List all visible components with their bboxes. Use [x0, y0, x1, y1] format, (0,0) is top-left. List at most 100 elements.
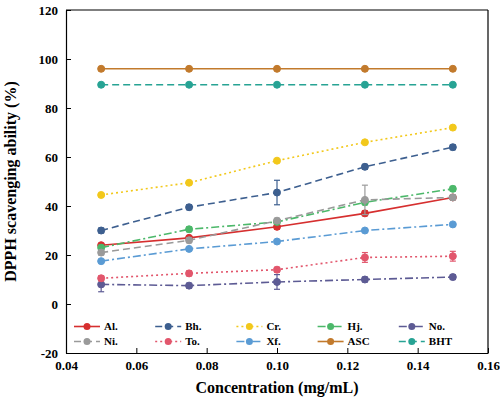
frame	[487, 10, 488, 353]
tick-label: 80	[45, 101, 58, 116]
marker	[186, 270, 193, 277]
tick: 0.14	[407, 348, 430, 373]
marker	[98, 81, 105, 88]
legend-item: Xf.	[236, 335, 281, 347]
marker	[274, 238, 281, 245]
legend-label: BHT	[429, 335, 453, 347]
marker	[449, 81, 456, 88]
marker	[361, 254, 368, 261]
legend-marker	[246, 323, 253, 330]
marker	[449, 65, 456, 72]
legend-label: Cr.	[266, 320, 281, 332]
tick-mark	[277, 348, 278, 353]
legend-label: Hj.	[348, 320, 363, 332]
y-axis-title: DPPH scavenging ability (%)	[2, 81, 20, 281]
error-bar	[274, 275, 280, 290]
tick-mark	[66, 353, 71, 354]
error-bar	[450, 251, 456, 261]
tick-label: 40	[45, 199, 58, 214]
legend-marker	[246, 338, 253, 345]
marker	[449, 253, 456, 260]
series-line	[101, 197, 453, 252]
tick: -20	[41, 346, 71, 361]
tick: 0.08	[196, 348, 219, 373]
tick-label: 0.12	[336, 358, 359, 373]
tick-mark	[488, 348, 489, 353]
chart: 0.040.060.080.100.120.140.16-20020406080…	[0, 0, 500, 401]
series-line	[101, 224, 453, 261]
marker	[274, 81, 281, 88]
legend-label: ASC	[348, 335, 370, 347]
legend-item: Ni.	[74, 335, 118, 347]
tick: 0.10	[266, 348, 289, 373]
tick-label: 100	[39, 52, 59, 67]
tick-label: 0.14	[407, 358, 430, 373]
x-axis: 0.04 0.06 0.08 0.10 0.12 0.14 0.16	[55, 348, 500, 373]
marker	[449, 194, 456, 201]
marker	[449, 221, 456, 228]
legend-item: Al.	[74, 320, 118, 332]
legend-label: Ni.	[104, 335, 118, 347]
legend-item: Cr.	[236, 320, 281, 332]
tick-label: 0.16	[477, 358, 500, 373]
tick-label: 0.06	[125, 358, 148, 373]
axis-line	[67, 353, 489, 354]
plot: 0.040.060.080.100.120.140.16-20020406080…	[39, 3, 500, 374]
marker	[274, 266, 281, 273]
legend-marker	[408, 323, 415, 330]
legend-item: No.	[399, 320, 445, 332]
tick: 0.06	[125, 348, 148, 373]
marker	[186, 81, 193, 88]
marker	[361, 227, 368, 234]
marker	[98, 227, 105, 234]
error-bar	[362, 253, 368, 263]
legend-marker	[165, 338, 172, 345]
legend-marker	[327, 323, 334, 330]
marker	[449, 194, 456, 201]
legend-marker	[84, 323, 91, 330]
marker	[186, 282, 193, 289]
marker	[186, 245, 193, 252]
tick: 0	[52, 297, 72, 312]
series-line	[101, 128, 453, 195]
error-bar	[274, 180, 280, 205]
marker	[274, 189, 281, 196]
marker	[361, 163, 368, 170]
legend-item: BHT	[399, 335, 453, 347]
tick-mark	[66, 59, 71, 60]
tick: 0.12	[336, 348, 359, 373]
marker	[274, 278, 281, 285]
tick-label: 0	[52, 297, 59, 312]
tick-label: 0.04	[55, 358, 78, 373]
tick-mark	[418, 348, 419, 353]
tick-mark	[347, 348, 348, 353]
marker	[186, 226, 193, 233]
tick: 60	[45, 150, 71, 165]
tick-label: -20	[41, 346, 58, 361]
legend-item: Hj.	[318, 320, 363, 332]
tick-label: 60	[45, 150, 58, 165]
series-line	[101, 197, 453, 245]
legend-label: Al.	[104, 320, 118, 332]
marker	[361, 81, 368, 88]
marker	[186, 65, 193, 72]
tick-mark	[207, 348, 208, 353]
tick-mark	[136, 348, 137, 353]
series-line	[101, 147, 453, 230]
legend: Al.Bh.Cr.Hj.No.Ni.To.Xf.ASCBHT	[74, 320, 453, 347]
marker	[449, 185, 456, 192]
marker	[98, 275, 105, 282]
tick: 120	[39, 3, 72, 18]
legend-item: To.	[155, 335, 200, 347]
series-group	[98, 65, 457, 291]
series-line	[101, 277, 453, 286]
legend-label: To.	[185, 335, 200, 347]
marker	[361, 276, 368, 283]
tick-mark	[66, 10, 71, 11]
tick-mark	[66, 108, 71, 109]
marker	[186, 237, 193, 244]
marker	[361, 65, 368, 72]
marker	[449, 274, 456, 281]
marker	[274, 65, 281, 72]
marker	[186, 204, 193, 211]
